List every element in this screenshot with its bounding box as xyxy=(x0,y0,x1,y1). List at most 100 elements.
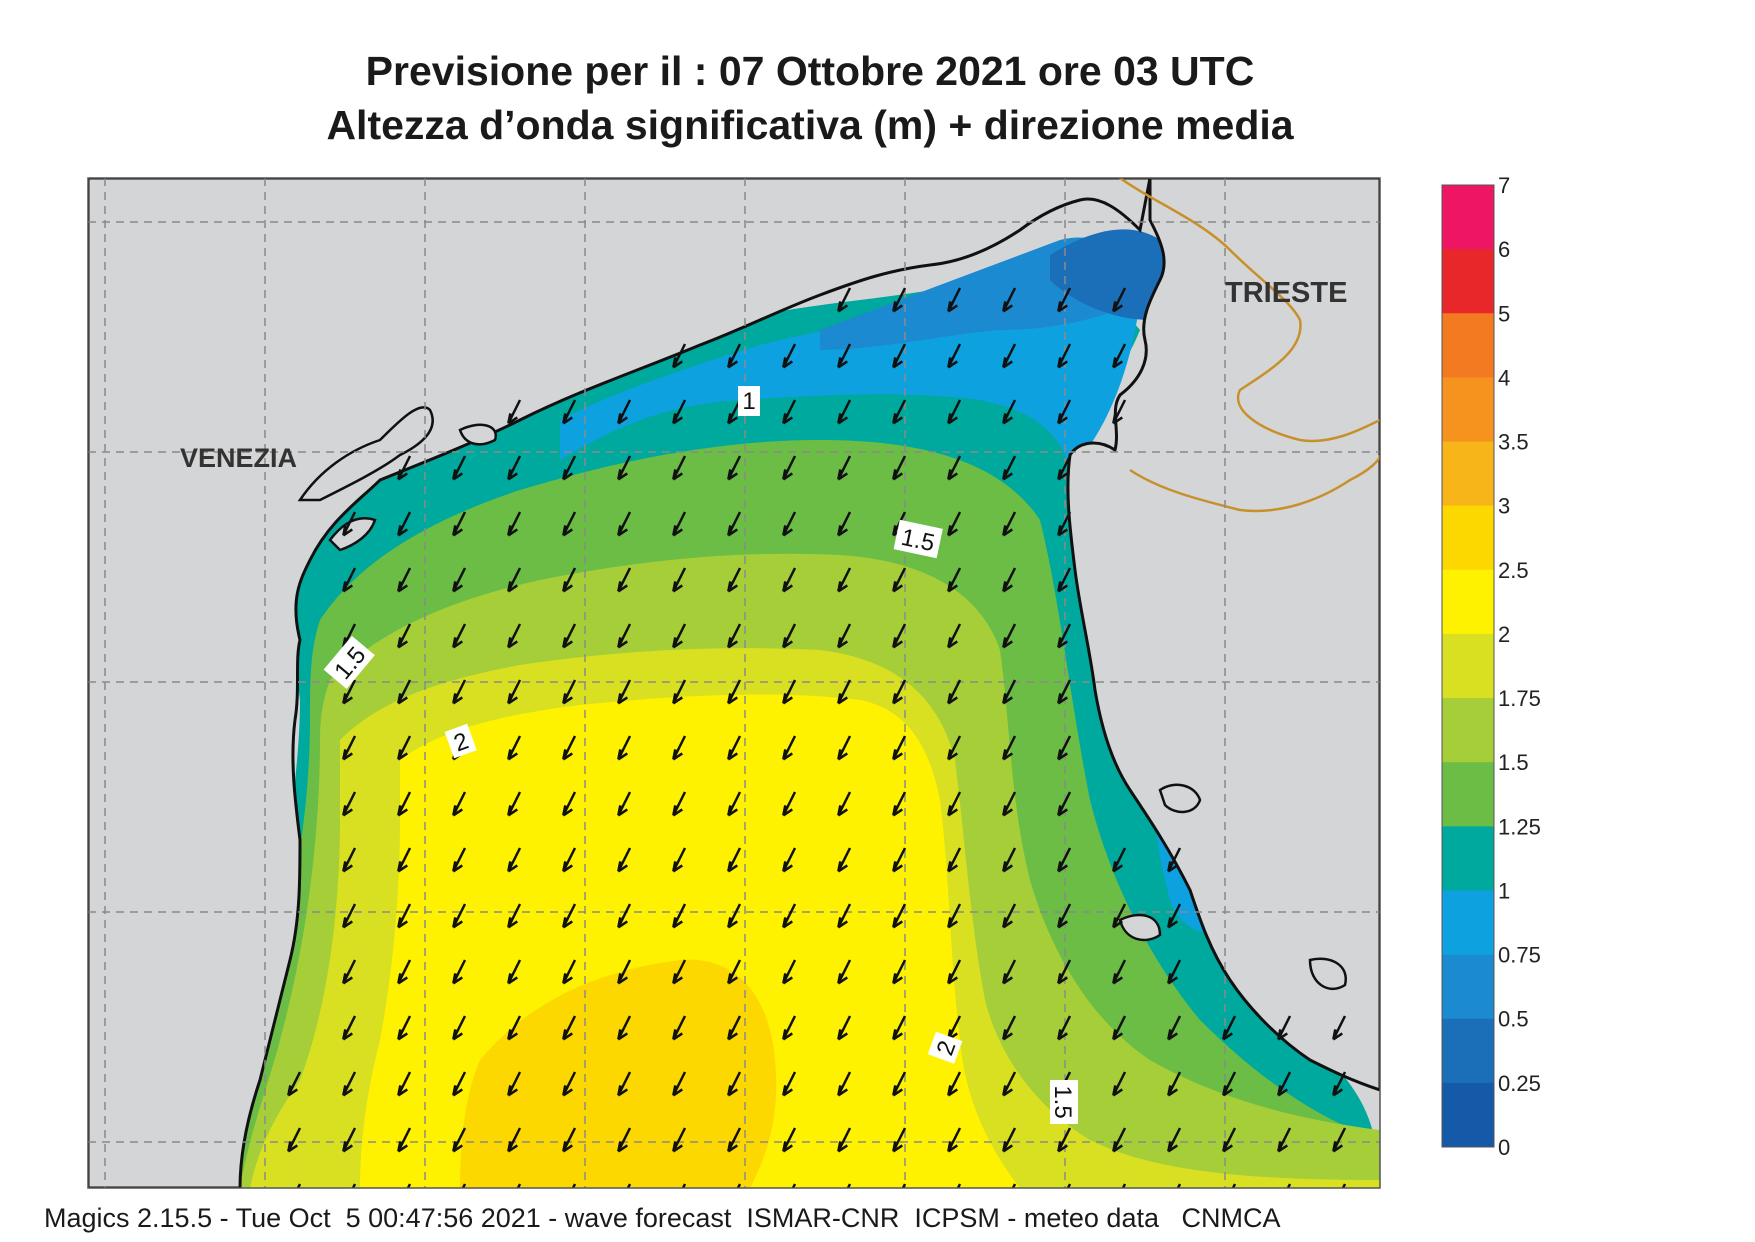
direction-arrow xyxy=(1112,399,1127,425)
direction-arrow xyxy=(672,735,687,761)
direction-arrow xyxy=(782,1127,797,1153)
direction-arrow xyxy=(1002,1071,1017,1097)
direction-arrow xyxy=(1167,1127,1182,1153)
contour-label-2-south: 2 xyxy=(927,1031,963,1064)
direction-arrow xyxy=(397,903,412,929)
slovenia-croatia-coast xyxy=(1066,178,1380,1092)
direction-arrow xyxy=(1222,1127,1237,1153)
direction-arrow xyxy=(617,1127,632,1153)
direction-arrow xyxy=(1277,1015,1292,1041)
direction-arrow xyxy=(947,903,962,929)
direction-arrow xyxy=(837,1015,852,1041)
direction-arrow xyxy=(507,847,522,873)
direction-arrow xyxy=(892,287,907,313)
direction-arrow xyxy=(1002,959,1017,985)
direction-arrow xyxy=(947,847,962,873)
direction-arrow xyxy=(562,567,577,593)
direction-arrow xyxy=(727,623,742,649)
direction-arrow xyxy=(782,959,797,985)
direction-arrow xyxy=(562,511,577,537)
footer-credits: Magics 2.15.5 - Tue Oct 5 00:47:56 2021 … xyxy=(44,1203,1281,1233)
direction-arrow xyxy=(562,903,577,929)
direction-arrow xyxy=(507,791,522,817)
colorbar-swatch xyxy=(1442,377,1494,443)
direction-arrow xyxy=(617,959,632,985)
direction-arrow xyxy=(342,1015,357,1041)
direction-arrow xyxy=(947,511,962,537)
direction-arrow xyxy=(837,287,852,313)
direction-arrow xyxy=(617,847,632,873)
direction-arrow xyxy=(782,511,797,537)
direction-arrow xyxy=(892,343,907,369)
colorbar-tick-label: 1.5 xyxy=(1498,750,1529,775)
direction-arrow xyxy=(947,399,962,425)
direction-arrow xyxy=(1057,959,1072,985)
direction-arrow xyxy=(837,623,852,649)
direction-arrow xyxy=(837,455,852,481)
direction-arrow xyxy=(892,455,907,481)
label-venezia: VENEZIA xyxy=(180,443,297,473)
direction-arrow xyxy=(1002,623,1017,649)
direction-arrow xyxy=(727,455,742,481)
direction-arrow xyxy=(562,399,577,425)
direction-arrow xyxy=(1057,623,1072,649)
direction-arrow xyxy=(947,567,962,593)
direction-arrow xyxy=(397,1015,412,1041)
direction-arrow xyxy=(1167,1015,1182,1041)
italy-west-coast xyxy=(88,178,1152,1188)
direction-arrow xyxy=(617,623,632,649)
direction-arrow xyxy=(452,511,467,537)
direction-arrow xyxy=(562,847,577,873)
direction-arrow xyxy=(672,567,687,593)
direction-arrow xyxy=(947,343,962,369)
direction-arrow xyxy=(837,343,852,369)
colorbar-swatch xyxy=(1442,569,1494,635)
direction-arrow xyxy=(1112,959,1127,985)
variable-subtitle: Altezza d’onda significativa (m) + direz… xyxy=(326,102,1294,148)
direction-arrow xyxy=(947,1071,962,1097)
direction-arrow xyxy=(837,399,852,425)
direction-arrow xyxy=(947,455,962,481)
colorbar-tick-label: 1.75 xyxy=(1498,686,1541,711)
direction-arrow xyxy=(837,567,852,593)
direction-arrow xyxy=(1002,1127,1017,1153)
direction-arrow xyxy=(342,679,357,705)
direction-arrow xyxy=(1057,399,1072,425)
colorbar-swatch xyxy=(1442,249,1494,314)
direction-arrow xyxy=(892,679,907,705)
colorbar-tick-label: 2 xyxy=(1498,622,1510,647)
direction-arrow xyxy=(1057,903,1072,929)
direction-arrow xyxy=(342,567,357,593)
direction-arrow xyxy=(837,735,852,761)
venezia-lagoon xyxy=(297,406,497,552)
direction-arrow xyxy=(672,903,687,929)
direction-arrow xyxy=(397,1127,412,1153)
direction-arrow xyxy=(672,511,687,537)
direction-arrow xyxy=(837,903,852,929)
direction-arrow xyxy=(782,847,797,873)
direction-arrow xyxy=(507,903,522,929)
direction-arrow xyxy=(1277,1071,1292,1097)
direction-arrow xyxy=(617,1015,632,1041)
direction-arrow xyxy=(507,1127,522,1153)
direction-arrow xyxy=(452,623,467,649)
coastline-land xyxy=(88,178,1380,1188)
colorbar-legend: 7 6 5 4 3.5 3 2.5 2 1.75 1.5 1.25 1 0.75 0.5 0.25 0 xyxy=(1441,173,1541,1160)
direction-arrow xyxy=(1002,735,1017,761)
direction-arrow xyxy=(782,399,797,425)
direction-arrow xyxy=(947,679,962,705)
direction-arrow xyxy=(837,1127,852,1153)
direction-arrow xyxy=(562,735,577,761)
colorbar-tick-label: 7 xyxy=(1498,173,1510,198)
direction-arrow xyxy=(507,1015,522,1041)
direction-arrow xyxy=(1057,343,1072,369)
direction-arrow xyxy=(782,735,797,761)
direction-arrow xyxy=(782,1015,797,1041)
direction-arrow xyxy=(1112,343,1127,369)
direction-arrow xyxy=(1002,567,1017,593)
istria-peninsula xyxy=(1118,783,1347,991)
direction-arrow xyxy=(562,623,577,649)
colorbar-swatch xyxy=(1442,441,1494,507)
colorbar-tick-label: 5 xyxy=(1498,301,1510,326)
direction-arrow xyxy=(1167,847,1182,873)
